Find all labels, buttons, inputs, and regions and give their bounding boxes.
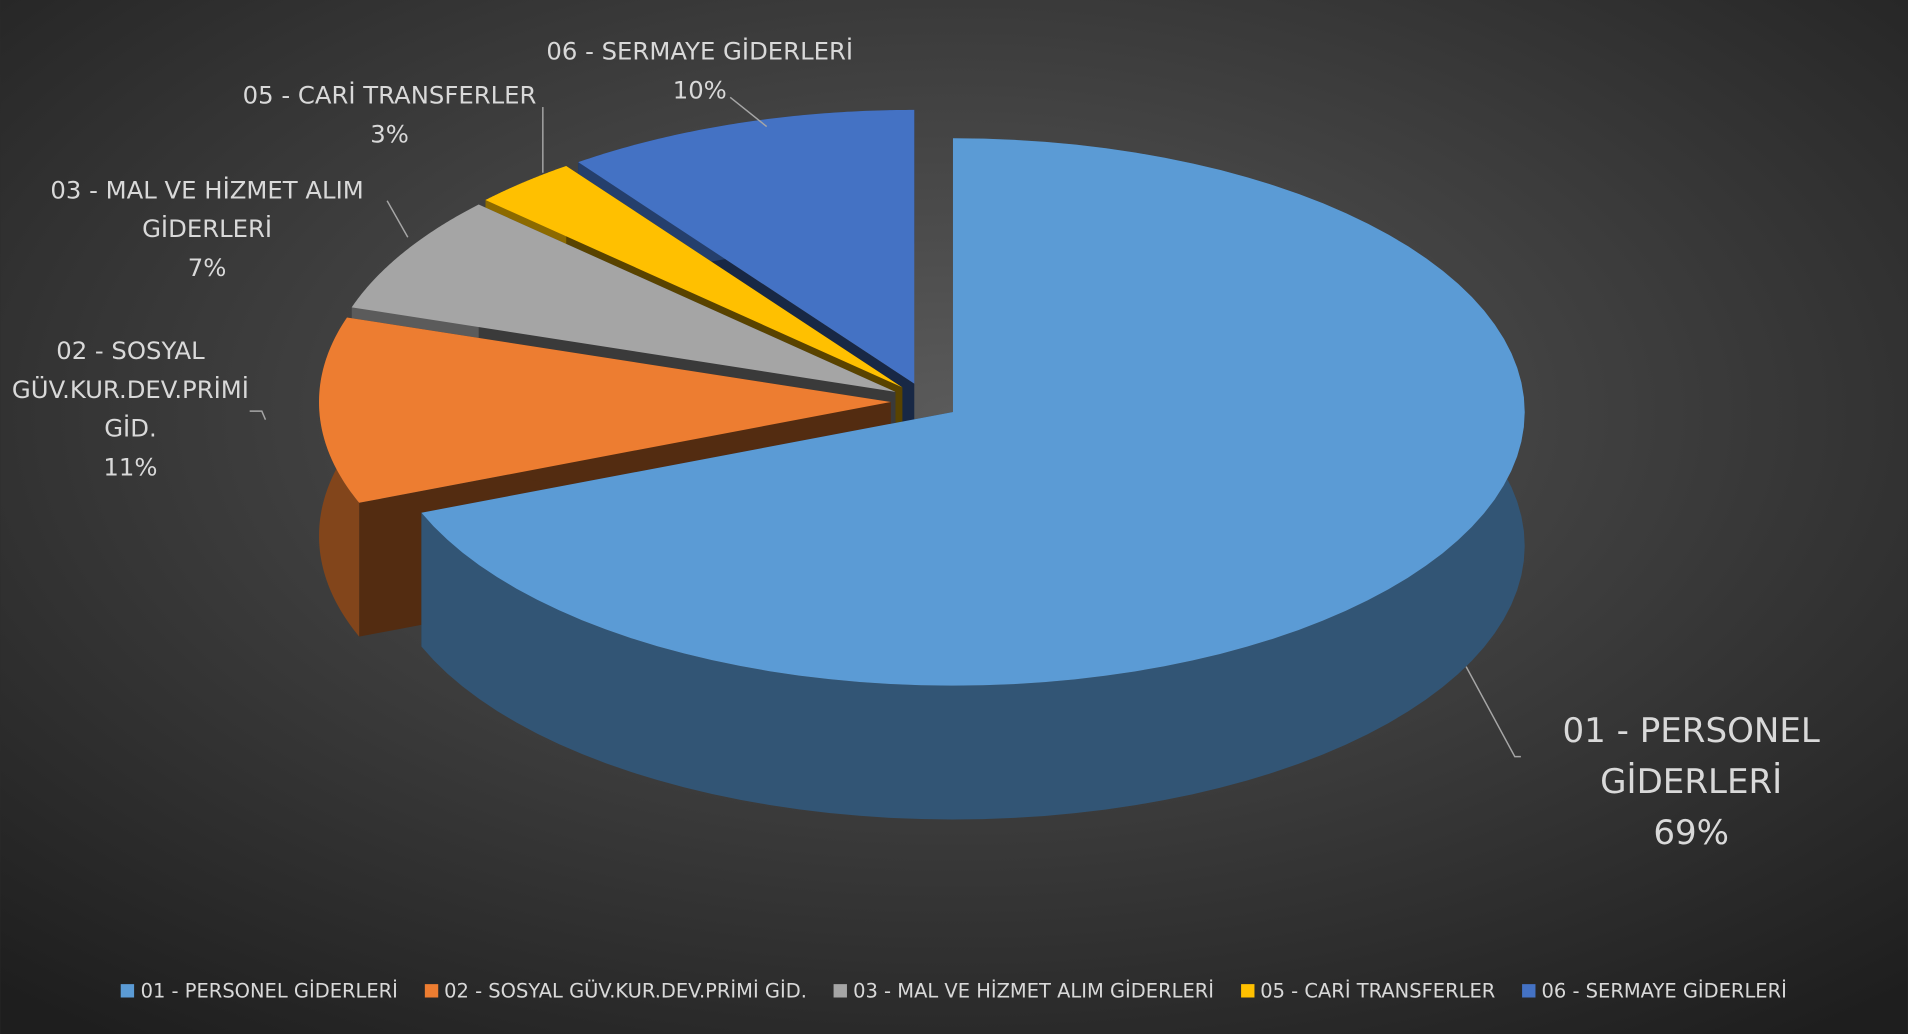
legend-label: 05 - CARİ TRANSFERLER: [1260, 979, 1496, 1003]
slice-top: [485, 165, 903, 388]
legend-swatch: [121, 984, 135, 998]
data-label-value: 7%: [187, 253, 227, 283]
data-label-value: 11%: [103, 452, 158, 482]
data-label: 06 - SERMAYE GİDERLERİ 10%: [511, 32, 888, 110]
legend-item: 03 - MAL VE HİZMET ALIM GİDERLERİ: [833, 979, 1215, 1003]
data-label: 05 - CARİ TRANSFERLER 3%: [207, 75, 572, 153]
data-label-name: 06 - SERMAYE GİDERLERİ: [546, 36, 854, 66]
data-label-value: 10%: [672, 75, 727, 105]
legend-label: 02 - SOSYAL GÜV.KUR.DEV.PRİMİ GİD.: [444, 979, 807, 1003]
slice-top: [351, 204, 896, 392]
data-label-text: 05 - CARİ TRANSFERLER 3%: [207, 75, 572, 153]
legend-swatch: [833, 984, 848, 998]
pie: [319, 109, 1525, 820]
slice-top: [319, 317, 891, 503]
legend-swatch: [1240, 984, 1255, 998]
data-label-name: 05 - CARİ TRANSFERLER: [242, 80, 537, 110]
data-label-text: 06 - SERMAYE GİDERLERİ 10%: [511, 32, 888, 110]
legend-item: 01 - PERSONEL GİDERLERİ: [121, 979, 398, 1002]
data-label-text: 03 - MAL VE HİZMET ALIM GİDERLERİ 7%: [12, 170, 401, 287]
data-label: 02 - SOSYAL GÜV.KUR.DEV.PRİMİ GİD. 11%: [0, 331, 260, 487]
legend: 01 - PERSONEL GİDERLERİ 02 - SOSYAL GÜV.K…: [121, 979, 1787, 1003]
leader-lines: [249, 96, 1521, 758]
labels: 01 - PERSONEL GİDERLERİ 69% 02 - SOSYAL GÜ…: [0, 32, 1862, 859]
data-label-text: 01 - PERSONEL GİDERLERİ 69%: [1521, 706, 1862, 859]
legend-label: 03 - MAL VE HİZMET ALIM GİDERLERİ: [853, 979, 1215, 1003]
data-label-name: 02 - SOSYAL GÜV.KUR.DEV.PRİMİ GİD.: [11, 335, 249, 443]
legend-item: 02 - SOSYAL GÜV.KUR.DEV.PRİMİ GİD.: [424, 979, 807, 1003]
legend-label: 01 - PERSONEL GİDERLERİ: [140, 979, 398, 1003]
data-label-name: 01 - PERSONEL GİDERLERİ: [1562, 710, 1820, 802]
legend-label: 06 - SERMAYE GİDERLERİ: [1541, 979, 1787, 1003]
legend-item: 06 - SERMAYE GİDERLERİ: [1522, 979, 1787, 1002]
slice: [421, 138, 1525, 820]
slice-top: [421, 138, 1525, 686]
legend-swatch: [424, 984, 439, 998]
data-label-value: 3%: [370, 119, 409, 149]
data-label-name: 03 - MAL VE HİZMET ALIM GİDERLERİ: [50, 175, 364, 244]
data-label: 01 - PERSONEL GİDERLERİ 69%: [1521, 706, 1862, 859]
slice-top: [578, 109, 915, 384]
data-label-text: 02 - SOSYAL GÜV.KUR.DEV.PRİMİ GİD. 11%: [0, 331, 260, 487]
legend-swatch: [1522, 984, 1536, 998]
data-label-value: 69%: [1653, 812, 1730, 853]
data-label: 03 - MAL VE HİZMET ALIM GİDERLERİ 7%: [12, 170, 401, 287]
legend-item: 05 - CARİ TRANSFERLER: [1240, 979, 1496, 1003]
